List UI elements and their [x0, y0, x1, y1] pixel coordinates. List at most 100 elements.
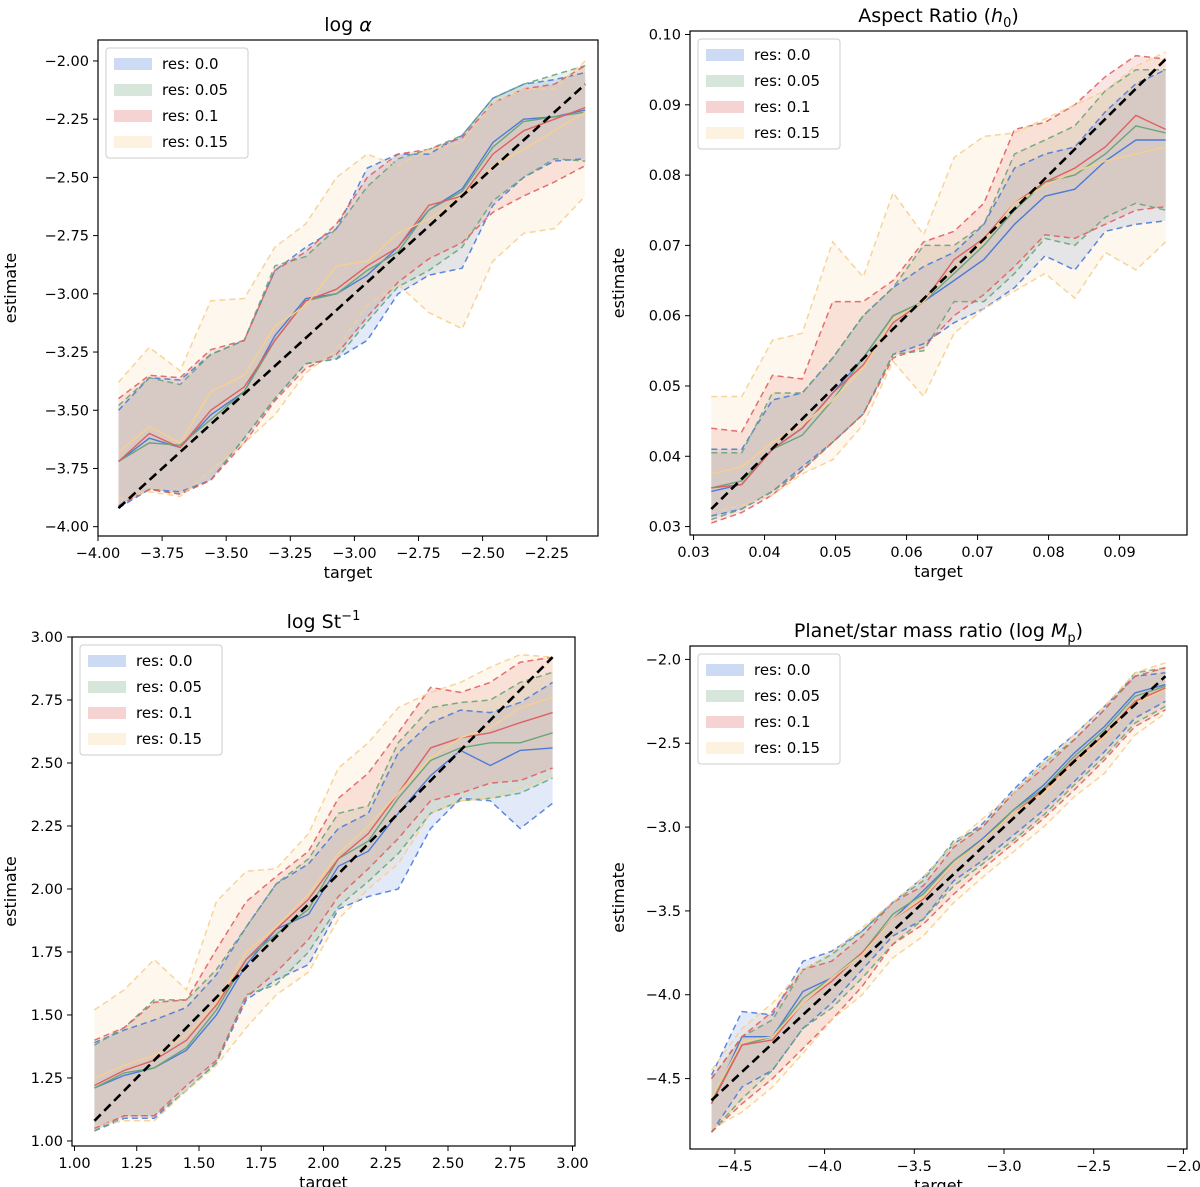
- y-axis-label: estimate: [609, 248, 628, 318]
- y-tick-label: 1.50: [31, 1008, 63, 1024]
- legend-swatch: [706, 664, 744, 676]
- median-line-res-0-0: [118, 109, 586, 463]
- legend-label: res: 0.0: [754, 661, 811, 679]
- legend-swatch: [88, 733, 126, 745]
- x-tick-label: −2.75: [396, 546, 440, 562]
- y-tick-label: 2.25: [31, 819, 63, 835]
- x-tick-label: 1.75: [245, 1156, 277, 1172]
- upper-bound-res-0-15: [117, 60, 586, 383]
- subplot-3: 1.00 1.25 1.50 1.75 2.00 2.25 2.50 2.75 3.00 1.00…: [1, 609, 589, 1187]
- upper-bound-res-0-05: [117, 64, 586, 407]
- x-tick-label: 2.75: [494, 1156, 526, 1172]
- legend: res: 0.0 res: 0.05 res: 0.1 res: 0.15: [697, 38, 841, 150]
- x-tick-label: −4.00: [76, 546, 120, 562]
- legend-box: [697, 653, 841, 765]
- y-axis-label: estimate: [1, 856, 20, 926]
- y-tick-label: 0.04: [649, 449, 681, 465]
- axes-frame: [689, 30, 1188, 536]
- upper-bound-res-0-1: [118, 64, 586, 400]
- legend-label: res: 0.15: [754, 124, 820, 142]
- lower-bound-res-0-1: [94, 767, 553, 1130]
- y-tick-label: −2.25: [45, 112, 89, 128]
- plot-area: [710, 662, 1167, 1133]
- reference-diagonal: [710, 58, 1167, 510]
- y-tick-label: −3.75: [45, 461, 89, 477]
- y-tick-label: 0.08: [649, 168, 681, 184]
- legend-swatch: [706, 127, 744, 139]
- y-tick-label: −3.5: [646, 904, 681, 920]
- legend-label: res: 0.0: [162, 55, 219, 73]
- x-tick-label: 0.08: [1032, 545, 1064, 561]
- legend-label: res: 0.15: [162, 133, 228, 151]
- legend-box: [79, 644, 223, 756]
- legend-swatch: [114, 136, 152, 148]
- lower-bound-res-0-0: [118, 158, 586, 509]
- x-tick-label: 2.25: [370, 1156, 402, 1172]
- legend-swatch: [88, 681, 126, 693]
- legend-swatch: [706, 49, 744, 61]
- legend-swatch: [88, 707, 126, 719]
- x-tick-label: 0.03: [677, 545, 709, 561]
- reference-diagonal: [710, 675, 1167, 1102]
- subplot-2: 0.03 0.04 0.05 0.06 0.07 0.08 0.09 0.03 0.04 0.05…: [609, 5, 1188, 581]
- y-tick-label: −3.50: [45, 403, 89, 419]
- y-axis-label: estimate: [609, 862, 628, 932]
- median-line-res-0-05: [94, 732, 553, 1089]
- x-tick-label: 0.09: [1103, 545, 1135, 561]
- x-tick-label: −3.00: [332, 546, 376, 562]
- median-line-res-0-15: [710, 688, 1166, 1100]
- legend-label: res: 0.05: [754, 687, 820, 705]
- legend-label: res: 0.05: [754, 72, 820, 90]
- legend-label: res: 0.05: [136, 678, 202, 696]
- y-tick-label: −2.0: [646, 652, 681, 668]
- subplot-1: −4.00 −3.75 −3.50 −3.25 −3.00 −2.75 −2.50 −2.25…: [1, 14, 599, 582]
- x-tick-label: 2.50: [432, 1156, 464, 1172]
- chart-title: Planet/star mass ratio (log Mp): [794, 620, 1083, 646]
- median-line-res-0-1: [118, 106, 586, 463]
- legend-box: [105, 47, 249, 159]
- band-res-0-1: [118, 65, 586, 506]
- x-tick-label: 0.05: [819, 545, 851, 561]
- y-tick-label: −3.0: [646, 820, 681, 836]
- plot-area: [710, 51, 1167, 524]
- chart-title: Aspect Ratio (h0): [858, 5, 1019, 31]
- median-line-res-0-15: [118, 111, 586, 453]
- y-tick-label: −2.75: [45, 229, 89, 245]
- band-res-0-05: [94, 672, 553, 1131]
- y-tick-label: −4.5: [646, 1072, 681, 1088]
- band-res-0-15: [118, 61, 586, 499]
- upper-bound-res-0-15: [710, 662, 1166, 1071]
- median-line-res-0-1: [711, 114, 1166, 489]
- lower-bound-res-0-15: [711, 712, 1166, 1130]
- y-tick-label: −2.50: [45, 170, 89, 186]
- x-tick-label: −3.75: [140, 546, 184, 562]
- legend-swatch: [114, 84, 152, 96]
- legend-swatch: [706, 716, 744, 728]
- plot-area: [117, 60, 587, 510]
- lower-bound-res-0-0: [94, 797, 554, 1132]
- lower-bound-res-0-15: [118, 195, 586, 500]
- x-axis-label: target: [914, 1176, 963, 1187]
- legend-swatch: [706, 690, 744, 702]
- median-line-res-0-0: [710, 683, 1166, 1104]
- y-tick-label: 0.10: [649, 28, 681, 44]
- legend-label: res: 0.1: [754, 98, 811, 116]
- x-tick-label: 2.00: [307, 1156, 339, 1172]
- y-tick-label: 1.00: [31, 1134, 63, 1150]
- y-tick-label: 2.50: [31, 756, 63, 772]
- reference-diagonal: [117, 83, 587, 510]
- upper-bound-res-0-1: [94, 656, 553, 1041]
- median-line-res-0-15: [94, 696, 553, 1079]
- x-tick-label: 3.00: [556, 1156, 588, 1172]
- legend-label: res: 0.0: [136, 652, 193, 670]
- x-tick-label: −2.25: [524, 546, 568, 562]
- legend-label: res: 0.1: [162, 107, 219, 125]
- band-res-0-05: [118, 65, 586, 506]
- y-tick-label: 1.75: [31, 945, 63, 961]
- x-tick-label: 0.07: [961, 545, 993, 561]
- legend: res: 0.0 res: 0.05 res: 0.1 res: 0.15: [79, 644, 223, 756]
- axes-frame: [97, 39, 599, 537]
- median-line-res-0-15: [711, 146, 1166, 475]
- chart-title: log St−1: [287, 609, 361, 633]
- x-tick-label: 0.04: [748, 545, 780, 561]
